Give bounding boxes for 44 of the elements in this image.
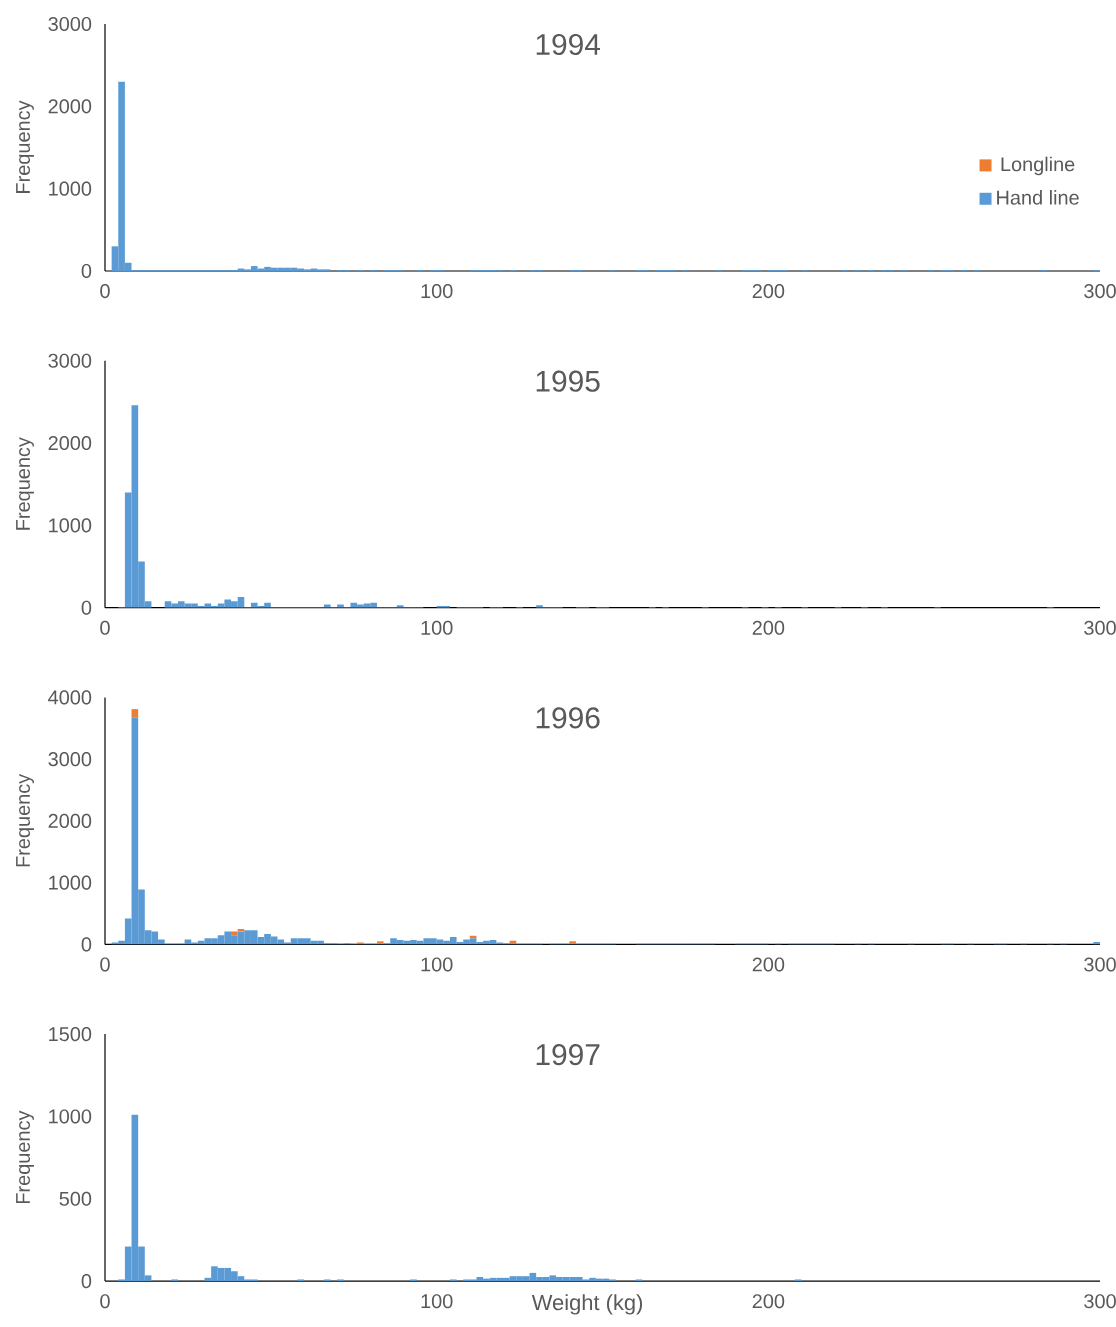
y-tick-label: 3000 bbox=[48, 752, 92, 767]
y-axis-title: Frequency bbox=[16, 1110, 34, 1204]
x-tick-label: 300 bbox=[1084, 284, 1116, 299]
chart-title: 1994 bbox=[536, 33, 601, 56]
y-axis-title: Frequency bbox=[16, 773, 34, 867]
x-tick-label: 0 bbox=[100, 1294, 110, 1309]
x-tick-label: 100 bbox=[421, 284, 453, 299]
y-tick-label: 4000 bbox=[48, 690, 92, 705]
y-tick-label: 2000 bbox=[48, 435, 92, 451]
y-tick-label: 1000 bbox=[49, 875, 92, 890]
x-tick-label: 300 bbox=[1084, 1294, 1116, 1309]
x-axis-title: Weight (kg) bbox=[531, 1294, 643, 1315]
x-tick-label: 300 bbox=[1084, 620, 1116, 635]
y-tick-label: 0 bbox=[81, 600, 92, 615]
y-tick-label: 500 bbox=[59, 1191, 92, 1206]
x-tick-label: 0 bbox=[100, 284, 110, 299]
y-tick-label: 3000 bbox=[48, 16, 92, 32]
y-tick-label: 1500 bbox=[49, 1027, 92, 1042]
x-tick-label: 200 bbox=[752, 284, 785, 299]
y-tick-label: 0 bbox=[81, 263, 92, 279]
y-tick-label: 1000 bbox=[49, 1109, 92, 1124]
y-tick-label: 0 bbox=[81, 1274, 92, 1289]
chart-title: 1997 bbox=[536, 1044, 600, 1066]
x-tick-label: 100 bbox=[421, 620, 453, 635]
legend-label: Hand line bbox=[997, 190, 1079, 205]
chart-title: 1996 bbox=[536, 707, 600, 729]
x-tick-label: 200 bbox=[752, 620, 785, 635]
y-tick-label: 2000 bbox=[48, 99, 92, 114]
y-tick-label: 0 bbox=[81, 937, 92, 952]
y-tick-label: 2000 bbox=[48, 813, 92, 828]
y-axis-title: Frequency bbox=[16, 100, 34, 193]
x-tick-label: 100 bbox=[421, 957, 453, 972]
x-tick-label: 100 bbox=[421, 1294, 453, 1309]
x-tick-label: 200 bbox=[752, 957, 785, 972]
y-axis-title: Frequency bbox=[16, 437, 34, 530]
y-tick-label: 1000 bbox=[49, 518, 92, 533]
x-tick-label: 0 bbox=[100, 620, 110, 635]
chart-title: 1995 bbox=[536, 370, 600, 392]
y-tick-label: 1000 bbox=[49, 181, 92, 196]
legend-label: Longline bbox=[1001, 156, 1075, 176]
x-tick-label: 0 bbox=[100, 957, 110, 972]
y-tick-label: 3000 bbox=[48, 353, 92, 368]
x-tick-label: 200 bbox=[752, 1294, 785, 1309]
x-tick-label: 300 bbox=[1084, 957, 1116, 972]
